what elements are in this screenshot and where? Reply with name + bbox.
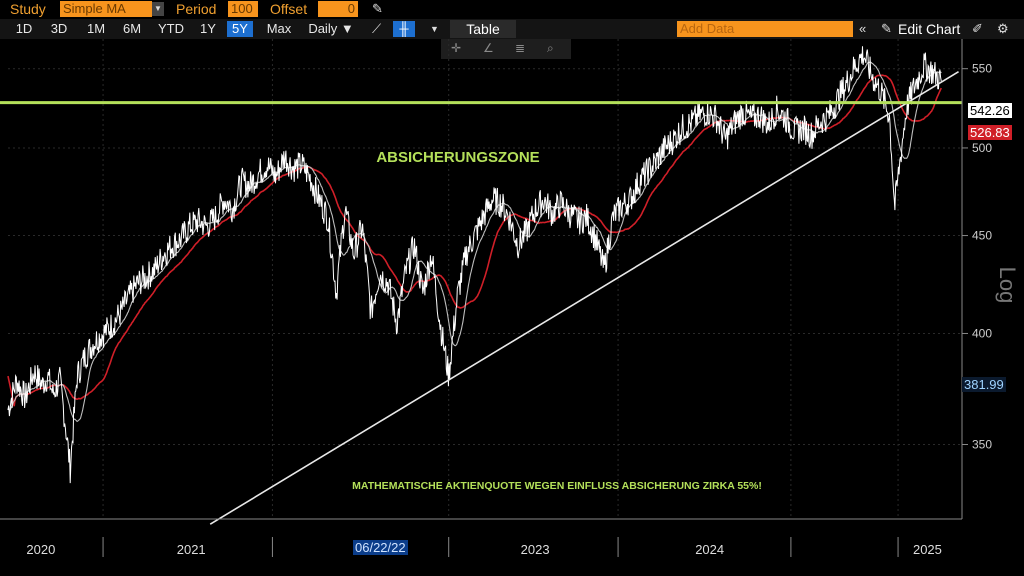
offset-label: Offset	[270, 1, 308, 17]
y-tick-label: 400	[972, 326, 992, 340]
bar-chart-icon[interactable]: ╫	[393, 21, 415, 37]
y-tick-label: 550	[972, 62, 992, 76]
study-label: Study	[10, 1, 46, 17]
drawing-tools: ✛ ∠ ≣ ⌕	[441, 39, 571, 59]
x-tick-label: 2021	[177, 542, 206, 557]
line-chart-icon[interactable]: ⟋	[372, 21, 382, 36]
edit-pencil-icon[interactable]: ✎	[881, 21, 892, 36]
range-6m-button[interactable]: 6M	[122, 21, 142, 36]
study-dropdown-icon[interactable]: ▼	[152, 2, 164, 16]
note-annotation: MATHEMATISCHE AKTIENQUOTE WEGEN EINFLUSS…	[352, 480, 762, 492]
interval-dropdown[interactable]: Daily ▼	[308, 21, 354, 36]
x-tick-label: 2025	[913, 542, 942, 557]
ma-price-label: 526.83	[968, 125, 1012, 140]
last-price-label: 542.26	[968, 103, 1012, 118]
range-1d-button[interactable]: 1D	[15, 21, 33, 36]
edit-chart-button[interactable]: Edit Chart	[898, 21, 961, 37]
zoom-icon[interactable]: ⌕	[547, 41, 554, 55]
range-1y-button[interactable]: 1Y	[200, 21, 216, 36]
study-select[interactable]: Simple MA	[60, 1, 152, 17]
study-toolbar: Study Simple MA ▼ Period 100 Offset 0 ✎	[0, 0, 1024, 19]
trendline	[209, 71, 959, 525]
moving-average-slow	[7, 74, 943, 407]
draw-line-icon[interactable]: ∠	[483, 41, 494, 55]
chart-type-dropdown-icon[interactable]: ▼	[430, 24, 439, 34]
x-tick-label: 2020	[26, 542, 55, 557]
trend-price-label: 381.99	[962, 377, 1006, 392]
chart-grid	[8, 39, 962, 519]
y-axis: 350 400 450 500 550	[961, 39, 992, 519]
pencil-icon[interactable]: ✎	[372, 1, 383, 16]
add-data-input[interactable]: Add Data	[677, 21, 853, 37]
y-tick-label: 500	[972, 141, 992, 155]
crosshair-icon[interactable]: ✛	[451, 41, 462, 55]
range-ytd-button[interactable]: YTD	[158, 21, 184, 36]
range-toolbar: 1D 3D 1M 6M YTD 1Y 5Y Max Daily ▼ ⟋ ╫ ▼ …	[0, 19, 1024, 39]
collapse-icon[interactable]: «	[859, 21, 867, 36]
x-tick-label: 2024	[695, 542, 724, 557]
moving-average-fast	[7, 60, 942, 423]
y-axis-label: Log	[995, 267, 1020, 304]
range-5y-button[interactable]: 5Y	[227, 21, 253, 37]
y-tick-label: 450	[972, 229, 992, 243]
edit-note-icon[interactable]: ✐	[972, 21, 983, 36]
period-input[interactable]: 100	[228, 1, 258, 17]
range-3d-button[interactable]: 3D	[50, 21, 68, 36]
range-max-button[interactable]: Max	[266, 21, 292, 36]
range-1m-button[interactable]: 1M	[86, 21, 106, 36]
price-series	[7, 46, 942, 484]
x-axis: 2020 2021 2023 2024 2025	[0, 518, 962, 557]
cursor-date-label: 06/22/22	[353, 540, 408, 555]
period-label: Period	[176, 1, 217, 17]
gear-icon[interactable]: ⚙	[997, 21, 1009, 36]
layers-icon[interactable]: ≣	[515, 41, 526, 55]
table-button[interactable]: Table	[450, 20, 516, 38]
offset-input[interactable]: 0	[318, 1, 358, 17]
x-tick-label: 2023	[521, 542, 550, 557]
y-tick-label: 350	[972, 437, 992, 451]
zone-annotation: ABSICHERUNGSZONE	[376, 149, 539, 166]
